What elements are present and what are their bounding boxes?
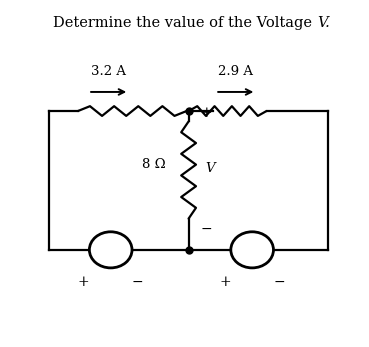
Text: −: −: [132, 275, 144, 289]
Circle shape: [89, 232, 132, 268]
Text: 2.9 A: 2.9 A: [218, 65, 253, 78]
Text: −: −: [273, 275, 285, 289]
Circle shape: [231, 232, 273, 268]
Text: −: −: [200, 222, 212, 236]
Text: V.: V.: [318, 16, 331, 29]
Text: Determine the value of the Voltage: Determine the value of the Voltage: [53, 16, 316, 29]
Text: 3.2 A: 3.2 A: [91, 65, 126, 78]
Text: V: V: [206, 162, 215, 175]
Text: 8 Ω: 8 Ω: [142, 158, 166, 171]
Text: +: +: [219, 275, 231, 289]
Text: +: +: [78, 275, 89, 289]
Text: +: +: [200, 106, 212, 120]
